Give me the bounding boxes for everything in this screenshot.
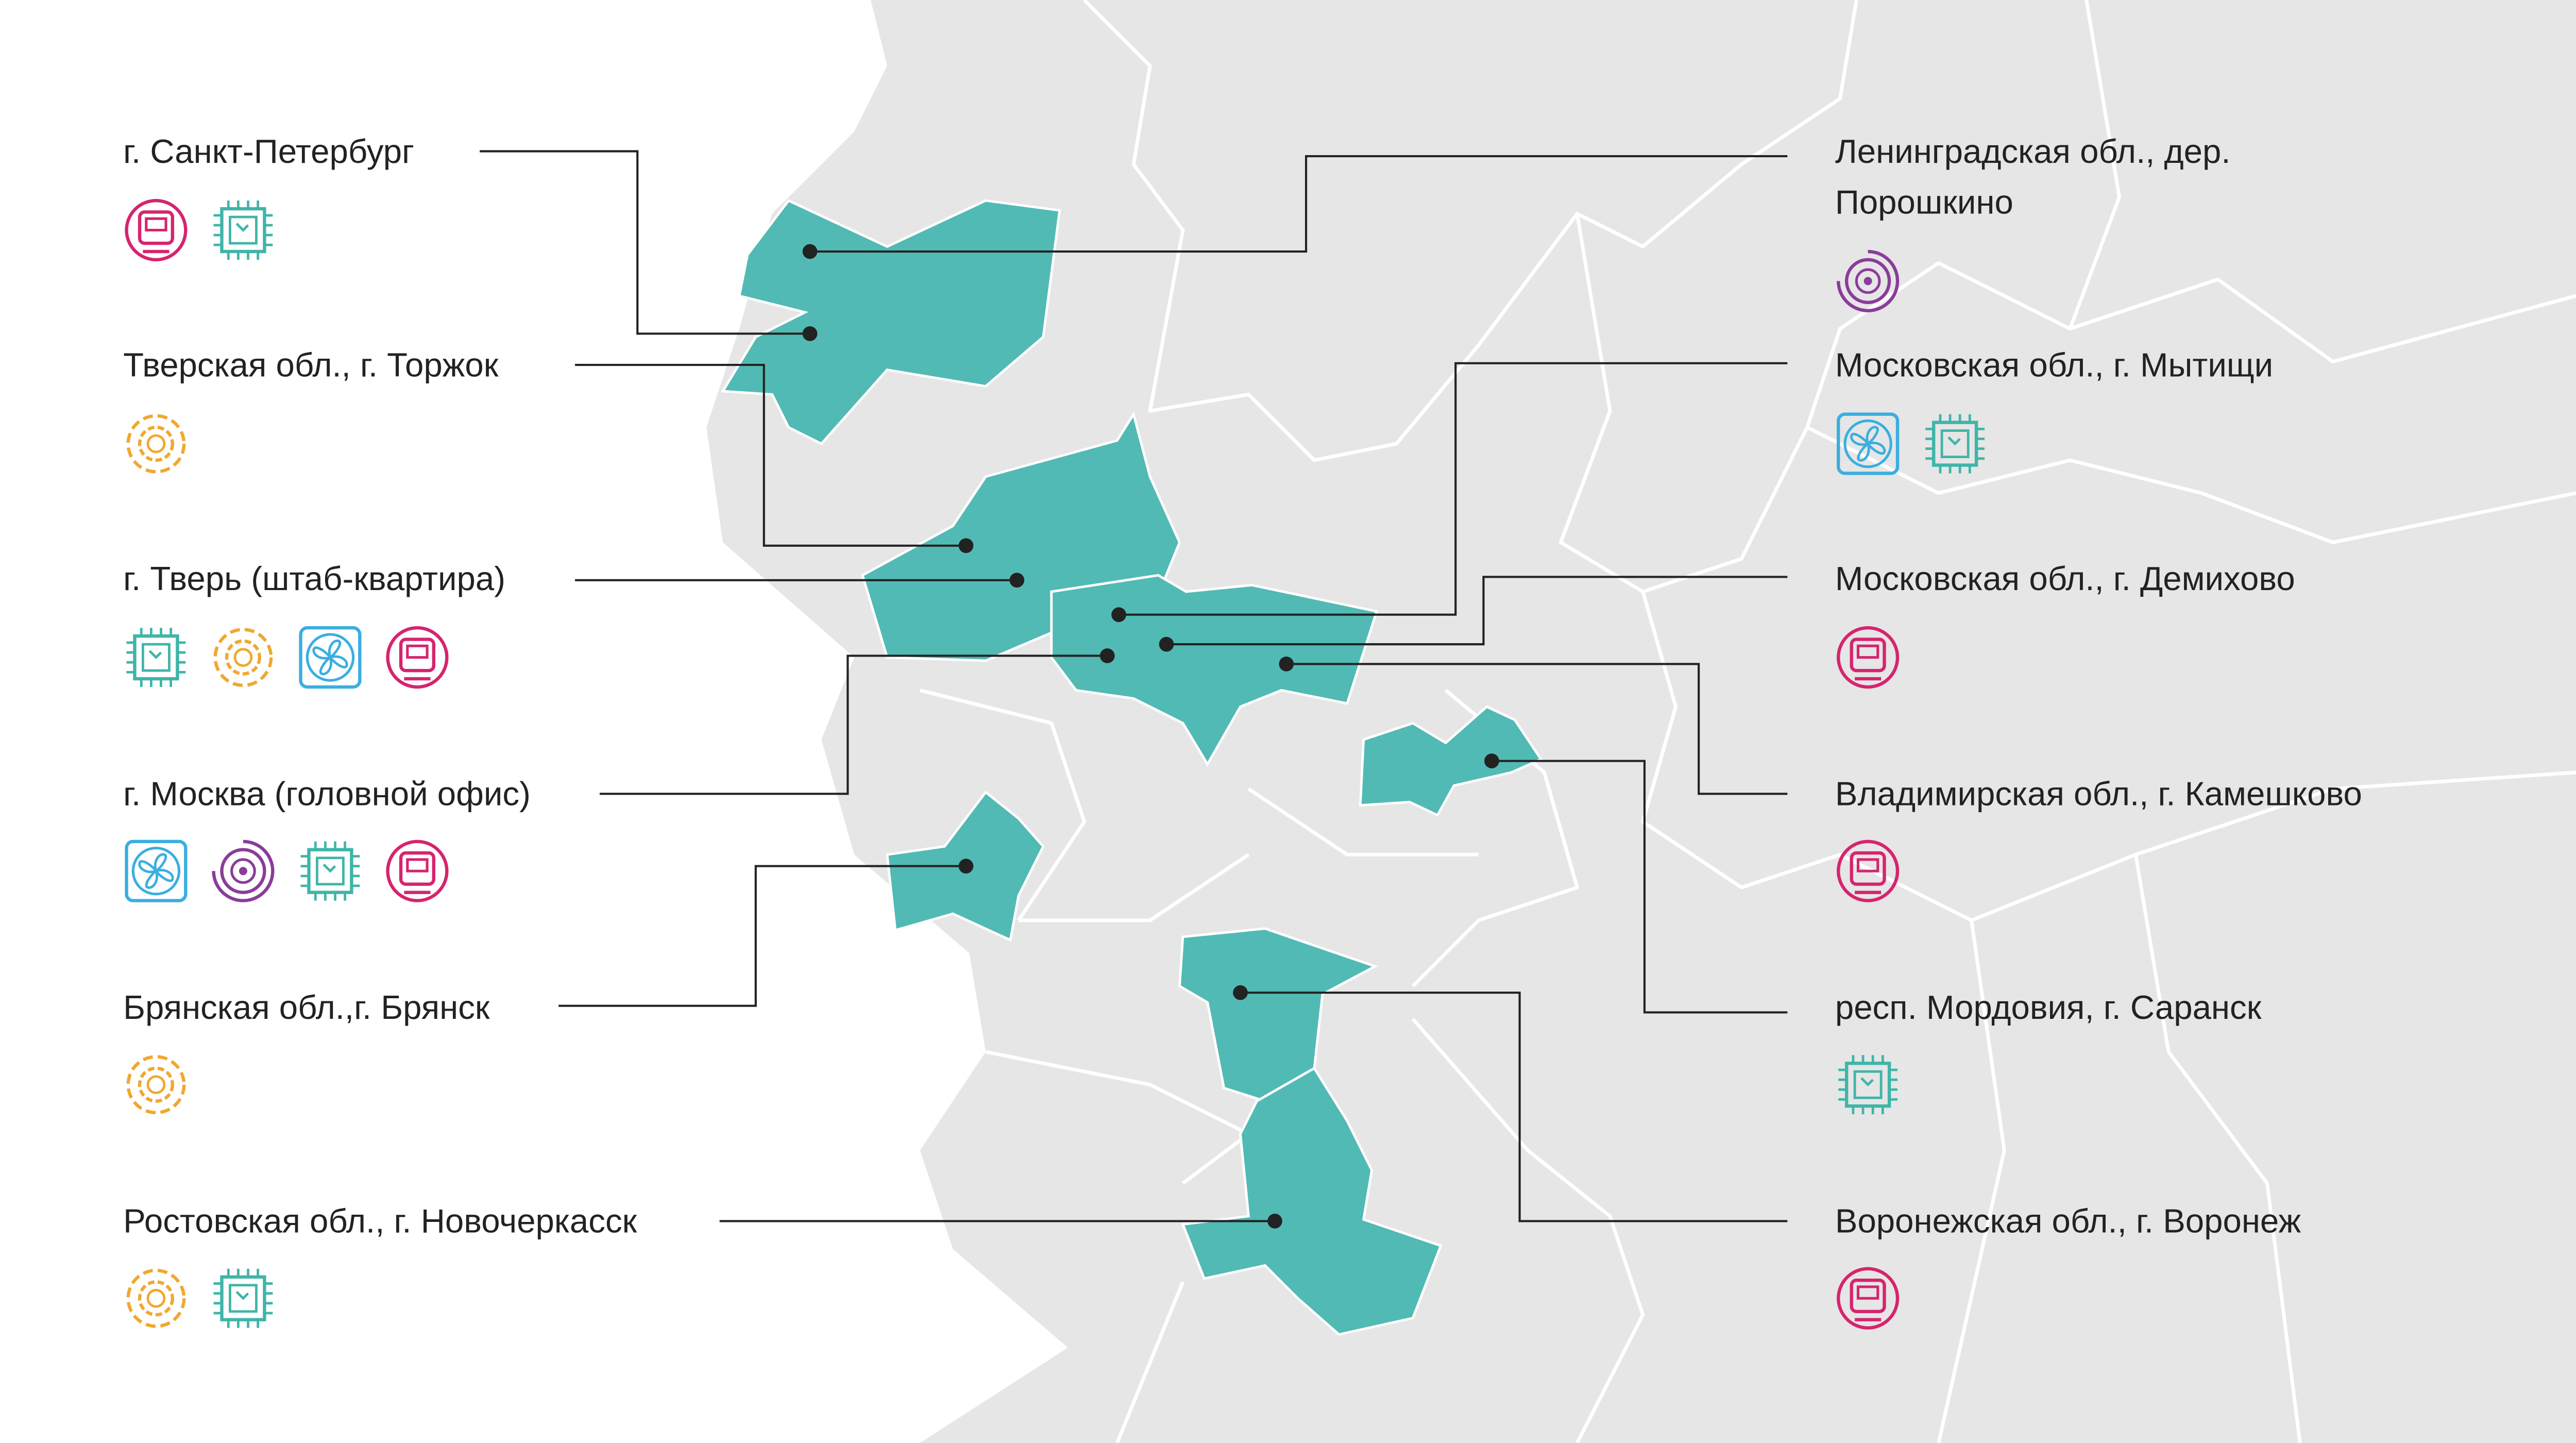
leader-line bbox=[810, 155, 1788, 253]
location-label: Московская обл., г. Демихово bbox=[1835, 560, 2295, 597]
location-label: Владимирская обл., г. Камешково bbox=[1835, 775, 2362, 813]
location-dot bbox=[1099, 648, 1115, 663]
location-dot bbox=[1111, 607, 1126, 623]
region-leningrad bbox=[720, 199, 1061, 446]
location-label: г. Санкт-Петербург bbox=[123, 132, 414, 170]
icon-gear bbox=[128, 1057, 184, 1113]
icon-train bbox=[388, 628, 447, 687]
location-label: Воронежская обл., г. Воронеж bbox=[1835, 1202, 2301, 1240]
leader-lines bbox=[480, 150, 1788, 1222]
location-label: Ростовская обл., г. Новочеркасск bbox=[123, 1202, 637, 1240]
leader-line bbox=[1166, 576, 1788, 646]
icon-train bbox=[388, 842, 447, 901]
location-dot bbox=[1009, 573, 1025, 588]
highlighted-regions bbox=[720, 199, 1543, 1336]
leader-line bbox=[599, 655, 1108, 795]
icon-train bbox=[127, 200, 186, 260]
leader-line bbox=[1240, 992, 1788, 1222]
location-label: Московская обл., г. Мытищи bbox=[1835, 346, 2273, 383]
location-dot bbox=[1484, 753, 1499, 768]
land bbox=[706, 0, 2576, 1443]
leader-line bbox=[1118, 362, 1788, 616]
leader-line bbox=[1492, 760, 1788, 1014]
region-rostov bbox=[1181, 1066, 1443, 1336]
location-dot bbox=[1279, 657, 1294, 672]
icon-chip bbox=[1925, 414, 1985, 474]
location-dot bbox=[802, 244, 818, 259]
leader-line bbox=[1286, 663, 1788, 795]
leader-line bbox=[575, 363, 966, 547]
location-label: Брянская обл.,г. Брянск bbox=[123, 988, 490, 1026]
location-dot bbox=[958, 859, 974, 874]
icon-gear bbox=[128, 1270, 184, 1326]
location-label: г. Тверь (штаб-квартира) bbox=[123, 560, 505, 597]
labels: г. Санкт-Петербург Тверская обл., г. Торж… bbox=[123, 132, 2362, 1240]
icon-chip bbox=[127, 628, 186, 687]
background-land bbox=[706, 0, 2576, 1443]
location-dots bbox=[802, 244, 1499, 1229]
leader-line bbox=[558, 865, 966, 1007]
region-moscow bbox=[1050, 574, 1379, 767]
icon-chip bbox=[1838, 1055, 1897, 1114]
icon-fan bbox=[127, 842, 186, 901]
icon-chip bbox=[301, 842, 360, 901]
location-label: Ленинградская обл., дер. bbox=[1835, 132, 2231, 170]
location-label: г. Москва (головной офис) bbox=[123, 775, 531, 813]
region-mordovia bbox=[1359, 705, 1543, 817]
location-dot bbox=[958, 538, 974, 553]
leader-line bbox=[480, 150, 810, 335]
icon-gear bbox=[128, 416, 184, 472]
icon-chip bbox=[214, 1269, 273, 1328]
location-dot bbox=[1267, 1214, 1282, 1229]
location-label: Порошкино bbox=[1835, 183, 2013, 221]
icon-fan bbox=[301, 628, 360, 687]
location-label: респ. Мордовия, г. Саранск bbox=[1835, 988, 2262, 1026]
location-dot bbox=[1159, 636, 1174, 652]
icon-chip bbox=[214, 200, 273, 260]
location-dot bbox=[1233, 985, 1248, 1000]
location-label: Тверская обл., г. Торжок bbox=[123, 346, 499, 383]
icon-gear bbox=[215, 629, 271, 685]
region-border bbox=[919, 0, 2576, 1443]
icon-disc bbox=[214, 842, 273, 901]
location-dot bbox=[802, 326, 818, 341]
